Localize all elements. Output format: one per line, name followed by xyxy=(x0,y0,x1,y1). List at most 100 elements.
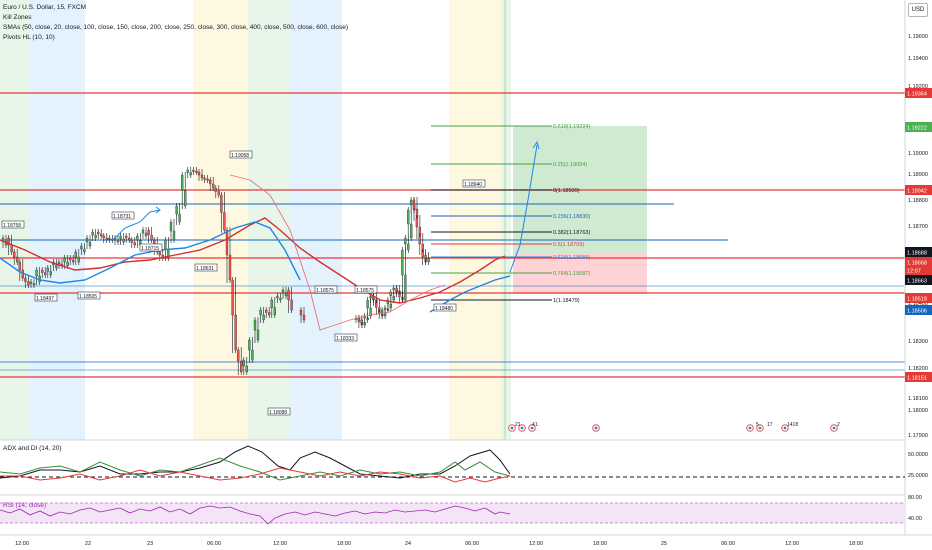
rsi-line xyxy=(0,505,511,525)
price-tick: 1.18900 xyxy=(908,172,928,178)
event-icon xyxy=(756,424,764,432)
adx-axis: 50.0000 25.0000 80.00 40.00 xyxy=(908,452,928,522)
time-tick: 23 xyxy=(147,541,153,547)
time-tick: 12:00 xyxy=(273,541,287,547)
price-label: 1.18688 xyxy=(905,247,932,257)
svg-text:1.18518: 1.18518 xyxy=(907,297,927,303)
indicator-pivots[interactable]: Pivots HL (10, 10) xyxy=(3,34,55,41)
di-minus-line xyxy=(0,467,511,483)
rsi-pane[interactable] xyxy=(0,502,905,525)
time-tick: 06:00 xyxy=(721,541,735,547)
price-label: 1.18668 xyxy=(905,257,932,267)
event-label: 4 xyxy=(532,422,535,428)
event-icon xyxy=(528,424,536,432)
event-icon xyxy=(781,424,789,432)
price-label: 1.18151 xyxy=(905,372,932,382)
pivot-label: 1.18575 xyxy=(354,285,378,294)
svg-text:1.19058: 1.19058 xyxy=(231,153,249,159)
arrow-drawings[interactable] xyxy=(112,140,540,273)
event-label: 5 xyxy=(756,422,759,428)
time-tick: 25 xyxy=(661,541,667,547)
event-icon xyxy=(508,424,516,432)
pivot-label: 1.18715 xyxy=(139,243,163,252)
time-tick: 12:00 xyxy=(529,541,543,547)
event-label: 17 xyxy=(767,422,773,428)
fib-levels[interactable] xyxy=(431,125,552,301)
pivot-label: 1.18940 xyxy=(462,179,486,188)
currency-button[interactable]: USD xyxy=(908,3,928,17)
price-label: 1.18506 xyxy=(905,305,932,315)
adx-pane-label[interactable]: ADX and DI (14, 20) xyxy=(3,445,62,452)
time-tick: 22 xyxy=(85,541,91,547)
adx-pane[interactable] xyxy=(0,445,905,483)
fib-label: 0(1.18939) xyxy=(553,188,580,194)
price-tick: 1.19400 xyxy=(908,56,928,62)
price-tick: 1.19600 xyxy=(908,34,928,40)
kill-zones xyxy=(0,0,511,440)
fib-label: 0.618(1.18655) xyxy=(553,255,590,261)
adx-line xyxy=(0,445,511,479)
svg-text:1.18575: 1.18575 xyxy=(316,288,334,294)
price-tick: 1.18800 xyxy=(908,198,928,204)
pivot-label: 1.18731 xyxy=(111,211,135,220)
fib-label: 0.618(1.19224) xyxy=(553,124,590,130)
sma-red-line xyxy=(0,217,506,304)
pivot-label: 1.18497 xyxy=(34,293,58,302)
price-label: 1.18518 xyxy=(905,293,932,303)
svg-text:1.19222: 1.19222 xyxy=(907,126,927,132)
pivot-label: 1.18758 xyxy=(1,220,25,229)
price-tick: 1.19200 xyxy=(908,84,928,90)
svg-text:1.18088: 1.18088 xyxy=(269,410,287,416)
price-labels: 1.19364 1.19222 1.18942 1.18688 1.18668 12:07… xyxy=(905,88,932,382)
economic-events[interactable]: 21 4 1 5 17 1418 2 xyxy=(508,422,840,432)
svg-text:1.18480: 1.18480 xyxy=(435,306,453,312)
price-tick: 1.18200 xyxy=(908,366,928,372)
event-label: 21 xyxy=(515,422,521,428)
price-tick: 1.18100 xyxy=(908,396,928,402)
symbol-title[interactable]: Euro / U.S. Dollar, 15, FXCM xyxy=(3,4,87,11)
pivot-label: 1.18480 xyxy=(433,303,457,312)
price-label: 1.18663 xyxy=(905,275,932,285)
price-tick: 1.17900 xyxy=(908,433,928,439)
svg-text:1.18942: 1.18942 xyxy=(907,189,927,195)
svg-text:1.18715: 1.18715 xyxy=(141,246,159,252)
pivot-label: 1.18575 xyxy=(314,285,338,294)
event-label: 1 xyxy=(535,422,538,428)
event-icon xyxy=(746,424,754,432)
event-label: 2 xyxy=(837,422,840,428)
svg-text:1.18758: 1.18758 xyxy=(3,223,21,229)
fib-label: 0.764(1.18587) xyxy=(553,271,590,277)
svg-text:1.18506: 1.18506 xyxy=(907,309,927,315)
indicator-smas[interactable]: SMAs (50, close, 20, close, 100, close, … xyxy=(3,24,349,31)
sma-pink-line xyxy=(229,174,446,331)
fib-label: 0.25(1.19054) xyxy=(553,162,587,168)
rsi-tick: 40.00 xyxy=(908,516,922,522)
time-axis[interactable]: 12:00 22 23 06:00 12:00 18:00 24 06:00 12:00 18:0… xyxy=(15,541,863,547)
event-icon xyxy=(592,424,600,432)
time-tick: 18:00 xyxy=(849,541,863,547)
long-position-tool[interactable] xyxy=(513,126,647,294)
pivot-label: 1.18333 xyxy=(334,333,358,342)
price-label: 1.19222 xyxy=(905,122,932,132)
sma-blue-line-2 xyxy=(429,275,511,313)
fib-label: 1(1.18479) xyxy=(553,298,580,304)
fib-label: 0.236(1.18830) xyxy=(553,214,590,220)
pivot-labels: 1.18758 1.18731 1.19058 1.18715 1.18631 1.184… xyxy=(1,150,486,416)
adx-tick: 50.0000 xyxy=(908,452,928,458)
rsi-pane-label[interactable]: RSI (14, close) xyxy=(3,502,46,509)
svg-text:1.18668: 1.18668 xyxy=(907,261,927,267)
price-tick: 1.18000 xyxy=(908,408,928,414)
di-plus-line xyxy=(0,457,511,481)
time-tick: 12:00 xyxy=(785,541,799,547)
svg-text:1.18505: 1.18505 xyxy=(79,294,97,300)
price-tick: 1.18700 xyxy=(908,224,928,230)
svg-text:1.18497: 1.18497 xyxy=(36,296,54,302)
time-tick: 18:00 xyxy=(337,541,351,547)
svg-text:1.19364: 1.19364 xyxy=(907,92,927,98)
pivot-label: 1.19058 xyxy=(229,150,253,159)
time-tick: 06:00 xyxy=(207,541,221,547)
event-icon xyxy=(830,424,838,432)
indicator-kill-zones[interactable]: Kill Zones xyxy=(3,14,32,21)
svg-text:12:07: 12:07 xyxy=(907,269,921,275)
